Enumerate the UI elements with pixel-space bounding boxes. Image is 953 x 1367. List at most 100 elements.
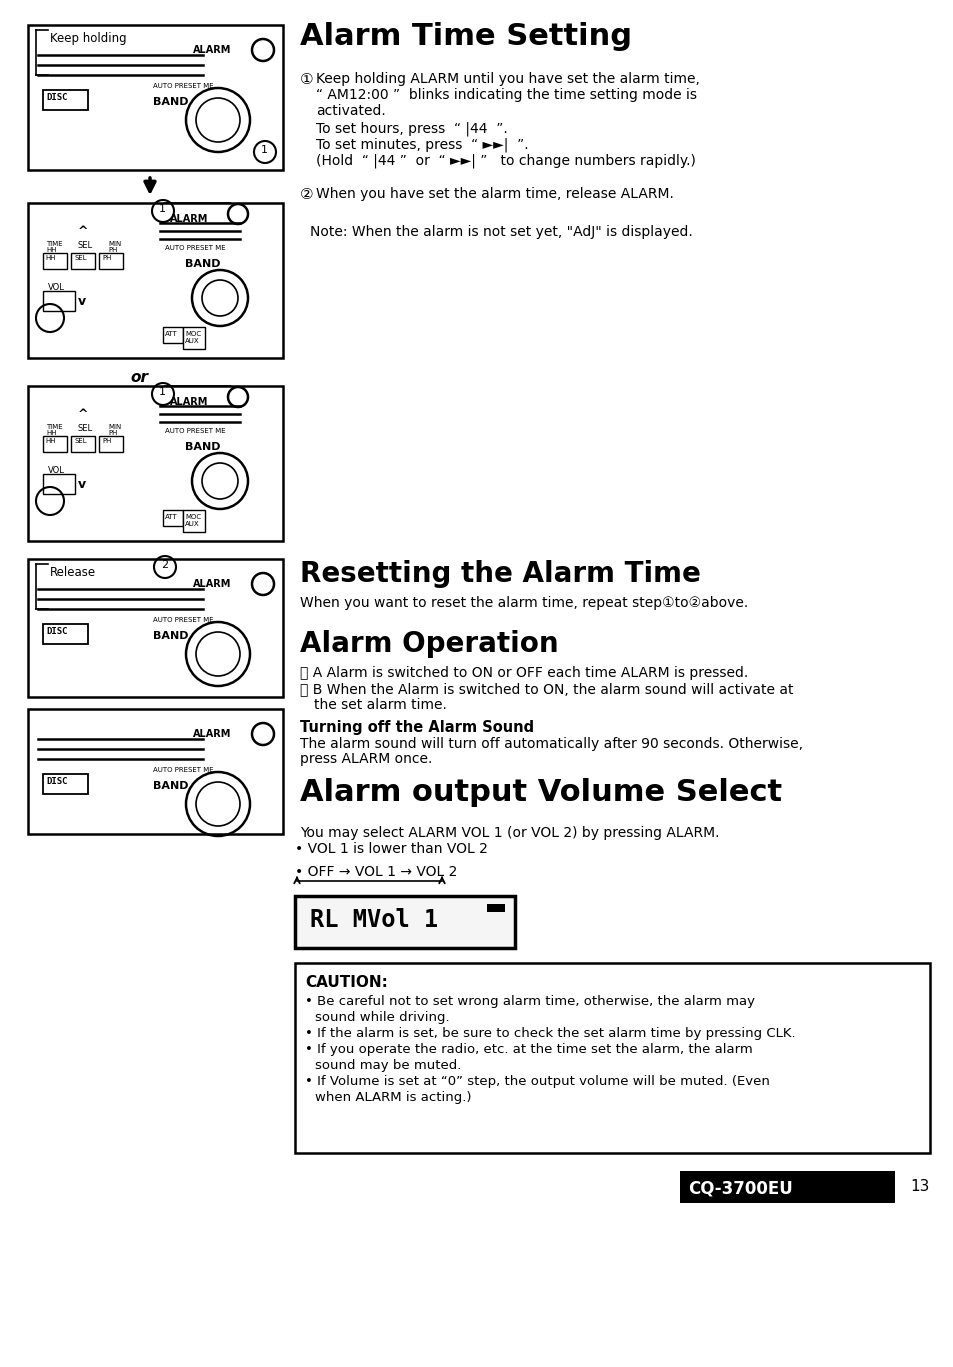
Text: Release: Release: [50, 566, 96, 580]
Text: MOC: MOC: [185, 331, 201, 338]
Text: 1: 1: [159, 387, 166, 396]
Text: PH: PH: [108, 431, 117, 436]
Text: AUTO PRESET ME: AUTO PRESET ME: [165, 245, 226, 252]
Text: • If Volume is set at “0” step, the output volume will be muted. (Even: • If Volume is set at “0” step, the outp…: [305, 1074, 769, 1088]
Text: SEL: SEL: [78, 424, 93, 433]
FancyBboxPatch shape: [186, 722, 250, 746]
Text: BAND: BAND: [152, 781, 189, 791]
Text: Keep holding ALARM until you have set the alarm time,: Keep holding ALARM until you have set th…: [315, 72, 700, 86]
Bar: [43, 436, 67, 452]
Text: Ⓑ B When the Alarm is switched to ON, the alarm sound will activate at: Ⓑ B When the Alarm is switched to ON, th…: [299, 682, 793, 696]
Text: • Be careful not to set wrong alarm time, otherwise, the alarm may: • Be careful not to set wrong alarm time…: [305, 995, 754, 1007]
FancyBboxPatch shape: [186, 571, 250, 596]
Text: ATT: ATT: [165, 514, 177, 519]
Text: 2: 2: [161, 560, 168, 570]
Text: AUX: AUX: [185, 521, 199, 528]
Text: DISC: DISC: [46, 93, 68, 103]
Text: PH: PH: [108, 247, 117, 253]
Text: sound while driving.: sound while driving.: [314, 1012, 449, 1024]
Text: HH: HH: [45, 256, 55, 261]
Text: To set minutes, press  “ ►►|  ”.: To set minutes, press “ ►►| ”.: [315, 138, 528, 153]
Text: PH: PH: [102, 437, 112, 444]
FancyBboxPatch shape: [163, 385, 232, 407]
Text: CAUTION:: CAUTION:: [305, 975, 388, 990]
Text: or: or: [130, 370, 148, 385]
Bar: [183, 327, 205, 349]
Text: VOL: VOL: [48, 283, 65, 293]
Text: AUTO PRESET ME: AUTO PRESET ME: [152, 83, 213, 89]
Text: Keep holding: Keep holding: [50, 31, 127, 45]
Text: 13: 13: [909, 1178, 928, 1193]
Text: activated.: activated.: [315, 104, 385, 118]
Text: DISC: DISC: [46, 627, 68, 636]
Text: the set alarm time.: the set alarm time.: [314, 699, 446, 712]
Bar: [71, 436, 95, 452]
Text: ALARM: ALARM: [193, 45, 232, 55]
Text: HH: HH: [46, 431, 56, 436]
Bar: [99, 253, 123, 269]
Bar: [28, 204, 283, 358]
Text: Alarm Time Setting: Alarm Time Setting: [299, 22, 631, 51]
Text: HH: HH: [46, 247, 56, 253]
Text: BAND: BAND: [185, 442, 220, 452]
Text: • VOL 1 is lower than VOL 2: • VOL 1 is lower than VOL 2: [294, 842, 487, 856]
Text: CQ-3700EU: CQ-3700EU: [687, 1178, 792, 1197]
Bar: [43, 623, 88, 644]
Text: • If you operate the radio, etc. at the time set the alarm, the alarm: • If you operate the radio, etc. at the …: [305, 1043, 752, 1055]
FancyBboxPatch shape: [33, 211, 161, 351]
Text: “ AM12:00 ”  blinks indicating the time setting mode is: “ AM12:00 ” blinks indicating the time s…: [315, 87, 697, 103]
Text: ^: ^: [78, 226, 89, 238]
Text: When you have set the alarm time, release ALARM.: When you have set the alarm time, releas…: [315, 187, 673, 201]
Text: ALARM: ALARM: [170, 215, 208, 224]
Text: SEL: SEL: [78, 241, 93, 250]
Bar: [28, 25, 283, 170]
Text: Alarm output Volume Select: Alarm output Volume Select: [299, 778, 781, 807]
Text: TIME: TIME: [46, 241, 63, 247]
Text: MOC: MOC: [185, 514, 201, 519]
Text: VOL: VOL: [48, 466, 65, 474]
Text: ②: ②: [299, 187, 314, 202]
FancyBboxPatch shape: [186, 38, 250, 62]
Text: when ALARM is acting.): when ALARM is acting.): [314, 1091, 471, 1105]
Bar: [99, 436, 123, 452]
Bar: [71, 253, 95, 269]
Text: Alarm Operation: Alarm Operation: [299, 630, 558, 658]
Text: (Hold  “ |44 ”  or  “ ►►| ”   to change numbers rapidly.): (Hold “ |44 ” or “ ►►| ” to change numbe…: [315, 154, 695, 168]
Bar: [43, 253, 67, 269]
Text: ATT: ATT: [165, 331, 177, 338]
Bar: [163, 327, 183, 343]
Bar: [28, 709, 283, 834]
FancyBboxPatch shape: [163, 204, 232, 226]
Text: Turning off the Alarm Sound: Turning off the Alarm Sound: [299, 720, 534, 735]
Text: HH: HH: [45, 437, 55, 444]
Text: MIN: MIN: [108, 241, 121, 247]
Bar: [679, 1172, 894, 1203]
Text: BAND: BAND: [152, 632, 189, 641]
Bar: [294, 895, 515, 947]
Text: Ⓐ A Alarm is switched to ON or OFF each time ALARM is pressed.: Ⓐ A Alarm is switched to ON or OFF each …: [299, 666, 747, 679]
Text: RL MVol 1: RL MVol 1: [310, 908, 437, 932]
Text: The alarm sound will turn off automatically after 90 seconds. Otherwise,: The alarm sound will turn off automatica…: [299, 737, 802, 750]
Text: ALARM: ALARM: [170, 396, 208, 407]
Text: 1: 1: [261, 145, 268, 154]
Bar: [183, 510, 205, 532]
Text: You may select ALARM VOL 1 (or VOL 2) by pressing ALARM.: You may select ALARM VOL 1 (or VOL 2) by…: [299, 826, 719, 839]
Bar: [43, 474, 75, 493]
Bar: [486, 904, 504, 912]
Text: • OFF → VOL 1 → VOL 2: • OFF → VOL 1 → VOL 2: [294, 865, 456, 879]
Text: ALARM: ALARM: [193, 729, 232, 740]
Text: PH: PH: [102, 256, 112, 261]
Text: TIME: TIME: [46, 424, 63, 431]
Text: AUX: AUX: [185, 338, 199, 344]
Text: AUTO PRESET ME: AUTO PRESET ME: [165, 428, 226, 433]
Bar: [163, 510, 183, 526]
Text: ALARM: ALARM: [193, 580, 232, 589]
Text: BAND: BAND: [185, 258, 220, 269]
Text: • If the alarm is set, be sure to check the set alarm time by pressing CLK.: • If the alarm is set, be sure to check …: [305, 1027, 795, 1040]
Text: ^: ^: [78, 407, 89, 421]
Text: BAND: BAND: [152, 97, 189, 107]
Text: ①: ①: [299, 72, 314, 87]
Text: When you want to reset the alarm time, repeat step①to②above.: When you want to reset the alarm time, r…: [299, 596, 747, 610]
Text: DISC: DISC: [46, 776, 68, 786]
Text: 1: 1: [159, 204, 166, 215]
